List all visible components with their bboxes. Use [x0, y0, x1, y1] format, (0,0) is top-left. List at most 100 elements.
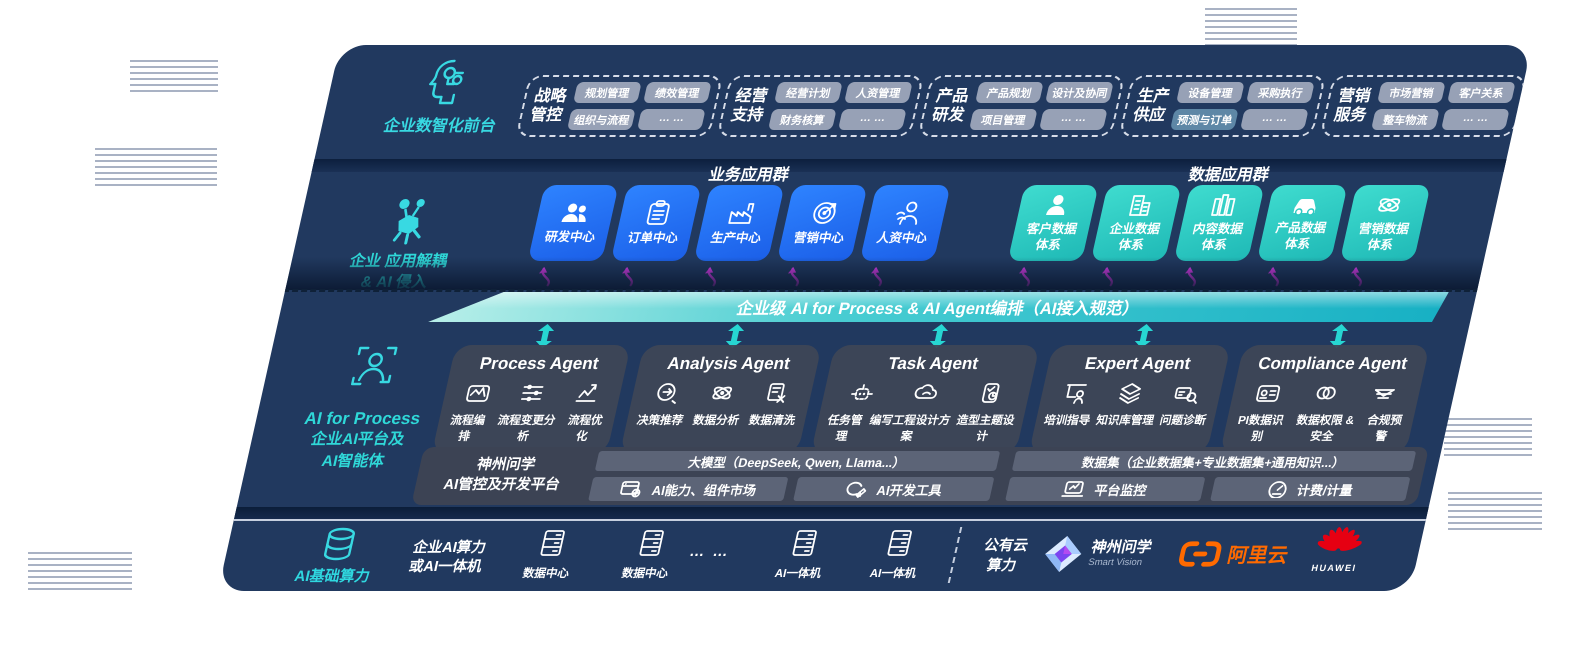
ai-devtool-cell[interactable]: AI开发工具	[793, 477, 994, 501]
front-group-strategy: 战略 管控 规划管理 绩效管理 组织与流程 … …	[515, 75, 724, 137]
alert-mail-icon	[1374, 389, 1395, 399]
gauge-icon	[1267, 481, 1287, 498]
front-chip: … …	[1441, 109, 1510, 130]
models-bar[interactable]: 大模型（DeepSeek, Qwen, Llama...）	[594, 451, 1000, 471]
app-box-production-center[interactable]: 生产中心	[693, 185, 785, 287]
app-box-hr-center[interactable]: 人资中心	[859, 185, 951, 287]
front-layer-label: 企业数智化前台	[354, 57, 540, 136]
design-check-icon	[982, 383, 1000, 403]
front-group-product: 产品 研发 产品规划 设计及协同 项目管理 … …	[917, 75, 1126, 137]
front-chip: 绩效管理	[643, 82, 712, 103]
front-chip: 设计及协同	[1045, 82, 1114, 103]
database-icon	[323, 527, 355, 561]
front-group-operation: 经营 支持 经营计划 人资管理 财务核算 … …	[716, 75, 925, 137]
front-chip: 财务核算	[768, 109, 837, 130]
building-icon	[1129, 194, 1151, 216]
front-chip: … …	[637, 109, 706, 130]
agent-analysis[interactable]: Analysis Agent 决策推荐 数据分析 数据清洗	[619, 345, 822, 454]
front-chip: 产品规划	[975, 82, 1044, 103]
ai-layer-label: AI for Process 企业AI平台及 AI智能体	[262, 340, 468, 474]
node-datacenter: 数据中心	[603, 529, 695, 581]
dashed-divider	[947, 527, 963, 583]
server-icon	[540, 530, 565, 556]
huawei-flower-icon	[1317, 527, 1362, 551]
node-ai-appliance: AI一体机	[851, 529, 943, 581]
agent-compliance[interactable]: Compliance Agent PI数据识别 数据权限 & 安全 合规预警	[1219, 345, 1430, 454]
public-cloud-label: 公有云 算力	[982, 538, 1030, 574]
data-box-content[interactable]: 内容数据 体系	[1173, 185, 1265, 287]
front-chip: 采购执行	[1246, 82, 1315, 103]
devtool-icon	[846, 481, 867, 498]
front-chip: 经营计划	[774, 82, 843, 103]
apps-layer-label: 企业 应用解耦& AI 侵入	[306, 197, 498, 294]
robot-task-icon	[850, 384, 873, 400]
server-icon	[639, 530, 664, 556]
permission-link-icon	[1316, 386, 1336, 400]
platform-label: 神州问学 AI管控及开发平台	[441, 457, 562, 493]
molecule-icon	[392, 199, 425, 245]
platform-model-column: 大模型（DeepSeek, Qwen, Llama...） AI能力、组件市场 …	[588, 451, 1000, 501]
laptop-chart-icon	[1061, 481, 1084, 497]
front-chip: 规划管理	[573, 82, 642, 103]
stripe-decoration	[1444, 418, 1532, 456]
dashed-separator	[264, 289, 1498, 292]
id-card-icon	[1256, 385, 1281, 402]
node-datacenter: 数据中心	[504, 529, 596, 581]
double-arrow-icon	[929, 324, 949, 348]
stripe-decoration	[1448, 492, 1542, 530]
front-group-production: 生产 供应 设备管理 采购执行 预测与订单 … …	[1118, 75, 1327, 137]
data-clean-icon	[767, 383, 786, 403]
main-slab: 企业数智化前台 战略 管控 规划管理 绩效管理 组织与流程 … … 经营 支持 经营…	[217, 45, 1532, 591]
app-box-rd-center[interactable]: 研发中心	[527, 185, 619, 287]
huawei-logo: HUAWEI	[1298, 525, 1379, 573]
front-groups-row: 战略 管控 规划管理 绩效管理 组织与流程 … … 经营 支持 经营计划 人资管理 …	[515, 75, 1528, 137]
user-icon	[1046, 194, 1065, 215]
agent-task[interactable]: Task Agent 任务管理 编写工程设计方案 造型主题设计	[810, 345, 1040, 454]
optimize-icon	[575, 384, 597, 402]
layer-edge	[279, 257, 1491, 290]
data-apps-row: 客户数据 体系 企业数据 体系	[1007, 185, 1431, 287]
double-arrow-icon	[1329, 324, 1349, 348]
server-icon	[887, 530, 912, 556]
market-window-icon	[619, 481, 640, 498]
server-icon	[792, 530, 817, 556]
ai-person-scan-icon	[350, 346, 398, 386]
front-chip: 设备管理	[1176, 82, 1245, 103]
stripe-decoration	[28, 552, 132, 592]
front-chip: 市场营销	[1377, 82, 1446, 103]
cloud-design-icon	[915, 384, 938, 399]
app-box-order-center[interactable]: 订单中心	[610, 185, 702, 287]
stripe-decoration	[130, 60, 218, 94]
app-box-marketing-center[interactable]: 营销中心	[776, 185, 868, 287]
data-group-title: 数据应用群	[1186, 167, 1271, 184]
team-icon	[561, 203, 586, 222]
agent-process[interactable]: Process Agent 流程编排 流程变更分析 流程优化	[431, 345, 631, 454]
monitor-cell[interactable]: 平台监控	[1004, 477, 1206, 501]
double-arrow-icon	[725, 324, 745, 348]
agent-expert[interactable]: Expert Agent 培训指导 知识库管理 问题诊断	[1028, 345, 1231, 454]
double-arrow-icon	[535, 324, 555, 348]
atom-icon	[1378, 198, 1401, 212]
billing-cell[interactable]: 计费/计量	[1209, 477, 1411, 501]
stripe-decoration	[95, 148, 217, 190]
front-chip: 项目管理	[969, 109, 1038, 130]
layer-edge	[228, 507, 1435, 519]
data-box-product[interactable]: 产品数据 体系	[1256, 185, 1348, 287]
double-arrow-icon	[1134, 324, 1154, 348]
business-group-title: 业务应用群	[706, 167, 791, 184]
clipboard-icon	[646, 199, 670, 225]
decision-head-icon	[656, 383, 676, 404]
diamond-logo-icon	[1045, 535, 1082, 573]
data-box-enterprise[interactable]: 企业数据 体系	[1090, 185, 1182, 287]
data-box-customer[interactable]: 客户数据 体系	[1007, 185, 1099, 287]
data-box-marketing[interactable]: 营销数据 体系	[1339, 185, 1431, 287]
aliyun-logo: 阿里云	[1175, 539, 1291, 568]
content-library-icon	[1211, 193, 1236, 216]
ai-market-cell[interactable]: AI能力、组件市场	[588, 477, 789, 501]
platform-data-column: 数据集（企业数据集+专业数据集+通用知识...） 平台监控 计费/计量	[1004, 451, 1417, 501]
agents-row: Process Agent 流程编排 流程变更分析 流程优化 Analysis …	[431, 345, 1430, 454]
stripe-decoration	[1205, 8, 1297, 46]
front-chip: 人资管理	[844, 82, 913, 103]
datasets-bar[interactable]: 数据集（企业数据集+专业数据集+通用知识...）	[1011, 451, 1417, 471]
